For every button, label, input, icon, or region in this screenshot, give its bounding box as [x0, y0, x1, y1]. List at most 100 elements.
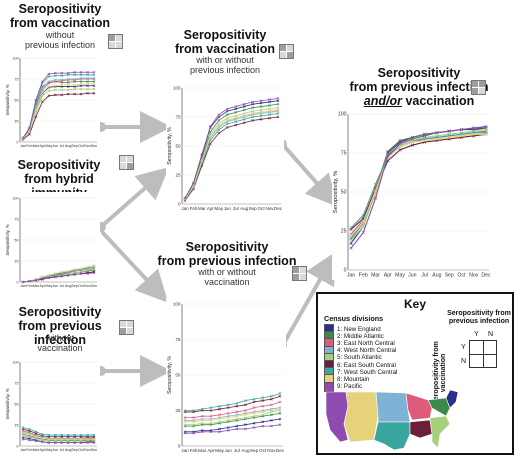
series-line — [185, 418, 281, 433]
x-tick-label: Jul — [59, 284, 64, 288]
data-point — [398, 142, 402, 146]
title-line-3-rest: vaccination — [401, 94, 475, 108]
division-label: 3: East North Central — [337, 339, 395, 347]
division-label: 2: Middle Atlantic — [337, 332, 384, 340]
data-point — [217, 131, 221, 135]
panel-infection-only-title: Seropositivity from previous infection — [0, 305, 120, 347]
data-point — [435, 131, 439, 135]
y-tick-label: 100 — [173, 85, 181, 90]
series-line — [22, 83, 94, 139]
data-point — [21, 432, 25, 435]
y-tick-label: 25 — [341, 228, 347, 234]
data-point — [484, 124, 488, 129]
data-point — [21, 437, 25, 441]
series-line — [22, 428, 94, 438]
division-label: 8: Mountain — [337, 375, 370, 383]
data-point — [86, 91, 89, 95]
data-point — [252, 426, 256, 429]
data-point — [41, 437, 44, 440]
data-point — [53, 88, 57, 92]
data-point — [209, 124, 212, 128]
data-point — [21, 137, 25, 140]
y-tick-label: 50 — [341, 189, 347, 195]
data-point — [86, 70, 89, 74]
x-tick-label: Jan — [181, 206, 189, 211]
data-point — [200, 407, 204, 411]
y-tick-label: 0 — [16, 280, 18, 284]
data-point — [268, 113, 271, 116]
y-tick-label: 25 — [175, 172, 181, 177]
y-tick-label: 50 — [14, 98, 18, 102]
data-point — [218, 417, 221, 421]
data-point — [251, 100, 254, 104]
data-point — [86, 87, 89, 91]
data-point — [73, 273, 76, 276]
data-point — [226, 412, 230, 415]
title-line: from previous infection — [18, 319, 102, 347]
data-point — [60, 71, 64, 75]
data-point — [41, 80, 44, 83]
data-point — [484, 132, 488, 136]
data-point — [209, 409, 213, 412]
x-tick-label: Jul — [234, 448, 240, 453]
data-point — [21, 434, 25, 438]
series-line — [350, 125, 487, 249]
data-point — [34, 98, 38, 102]
data-point — [209, 135, 212, 139]
data-point — [472, 132, 476, 136]
data-point — [218, 404, 221, 408]
data-point — [278, 407, 282, 411]
data-point — [66, 88, 70, 92]
data-point — [79, 87, 83, 91]
data-point — [218, 420, 221, 424]
y-tick-label: 0 — [16, 444, 18, 448]
x-tick-label: May — [395, 273, 405, 279]
data-point — [270, 413, 273, 417]
x-tick-label: May — [45, 144, 52, 148]
data-point — [41, 440, 44, 444]
data-point — [47, 276, 51, 280]
data-point — [200, 421, 204, 425]
data-point — [34, 115, 38, 119]
map-pacific — [325, 391, 349, 443]
data-point — [209, 414, 213, 418]
subtitle-line: vaccination — [37, 342, 83, 353]
series-line — [184, 103, 279, 199]
x-tick-label: Feb — [359, 273, 368, 279]
data-point — [373, 188, 378, 193]
x-tick-label: Dec — [274, 206, 283, 211]
data-point — [47, 72, 51, 76]
data-point — [79, 92, 83, 96]
y-tick-label: 50 — [175, 372, 181, 377]
data-point — [21, 280, 25, 284]
data-point — [192, 431, 195, 435]
title-line-3: and/or vaccination — [330, 94, 508, 108]
data-point — [200, 414, 204, 418]
x-tick-label: Oct — [78, 284, 84, 288]
data-point — [28, 130, 31, 134]
series-line — [22, 92, 94, 140]
subtitle-line: without — [45, 30, 75, 40]
x-tick-label: Apr — [207, 206, 215, 211]
y-axis-label: Seropositivity, % — [5, 388, 10, 420]
data-point — [92, 271, 96, 275]
data-point — [209, 419, 213, 422]
data-point — [47, 441, 51, 444]
data-point — [183, 431, 187, 435]
series-line — [185, 407, 281, 421]
series-line — [184, 109, 279, 200]
series-line — [184, 110, 279, 200]
title-line: from vaccination — [9, 16, 111, 30]
x-tick-label: Jun — [224, 448, 232, 453]
data-point — [234, 114, 238, 118]
data-point — [349, 226, 353, 230]
data-point — [209, 133, 212, 136]
y-tick-label: 0 — [178, 443, 181, 448]
series-line — [350, 133, 486, 237]
data-point — [53, 441, 57, 444]
data-point — [251, 106, 254, 110]
data-point — [217, 124, 221, 128]
data-point — [92, 91, 96, 95]
data-point — [226, 416, 230, 419]
data-point — [276, 108, 280, 112]
